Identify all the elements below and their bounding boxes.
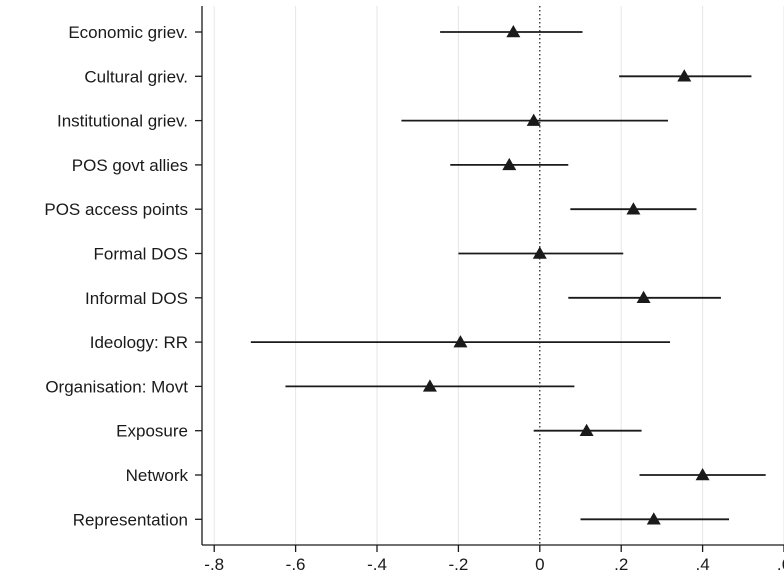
estimate-marker-0 bbox=[506, 25, 521, 38]
estimate-marker-7 bbox=[453, 335, 468, 348]
estimate-marker-2 bbox=[526, 113, 541, 126]
x-tick-label: -.6 bbox=[286, 555, 306, 573]
category-labels: Economic griev. Cultural griev. Institutio… bbox=[44, 23, 188, 529]
category-label: Informal DOS bbox=[85, 289, 188, 308]
category-label: POS access points bbox=[44, 200, 188, 219]
x-tick-label: -.4 bbox=[367, 555, 387, 573]
x-tick-label: -.2 bbox=[448, 555, 468, 573]
category-label: Representation bbox=[73, 510, 188, 529]
category-label: Cultural griev. bbox=[84, 67, 188, 86]
x-tick-labels: -.8 -.6 -.4 -.2 0 .2 .4 .6 bbox=[204, 555, 784, 573]
category-label: POS govt allies bbox=[72, 156, 188, 175]
category-label: Formal DOS bbox=[94, 245, 188, 264]
category-label: Network bbox=[126, 466, 189, 485]
estimate-marker-9 bbox=[579, 423, 594, 436]
category-label: Organisation: Movt bbox=[45, 377, 188, 396]
confidence-intervals bbox=[250, 31, 766, 521]
grid-lines bbox=[213, 6, 784, 545]
category-label: Exposure bbox=[116, 422, 188, 441]
estimate-marker-4 bbox=[626, 202, 641, 215]
estimate-marker-3 bbox=[502, 157, 517, 171]
estimate-marker-8 bbox=[422, 379, 437, 392]
estimate-marker-10 bbox=[695, 468, 710, 481]
x-tick-label: .4 bbox=[696, 555, 710, 573]
x-tick-label: .6 bbox=[777, 555, 784, 573]
axes bbox=[195, 6, 784, 552]
estimate-marker-6 bbox=[636, 290, 651, 304]
category-label: Ideology: RR bbox=[90, 333, 188, 352]
point-estimates bbox=[422, 25, 710, 525]
x-tick-label: .2 bbox=[614, 555, 628, 573]
category-label: Economic griev. bbox=[68, 23, 188, 42]
estimate-marker-1 bbox=[677, 69, 692, 82]
category-label: Institutional griev. bbox=[57, 112, 188, 131]
x-tick-label: 0 bbox=[535, 555, 544, 573]
estimate-marker-11 bbox=[646, 512, 661, 525]
estimate-marker-5 bbox=[532, 246, 547, 259]
x-tick-label: -.8 bbox=[204, 555, 224, 573]
